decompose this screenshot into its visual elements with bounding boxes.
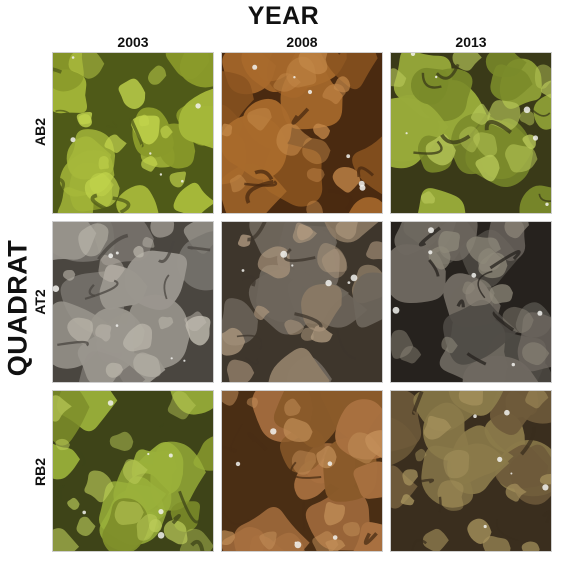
quadrat-photo-at2-2013: [390, 221, 552, 383]
quadrat-photo-rb2-2013: [390, 390, 552, 552]
quadrat-texture: [391, 222, 551, 382]
figure-title-year: YEAR: [247, 2, 320, 30]
quadrat-texture: [391, 391, 551, 551]
quadrat-photo-ab2-2013: [390, 52, 552, 214]
row-axis-title-text: QUADRAT: [2, 239, 33, 377]
column-label-2003: 2003: [117, 34, 149, 50]
quadrat-photo-ab2-2008: [221, 52, 383, 214]
quadrat-texture: [222, 391, 382, 551]
column-label-2013: 2013: [455, 34, 487, 50]
row-label-text: RB2: [32, 457, 48, 487]
quadrat-photo-rb2-2008: [221, 390, 383, 552]
quadrat-texture: [391, 53, 551, 213]
quadrat-texture: [53, 53, 213, 213]
quadrat-photo-at2-2003: [52, 221, 214, 383]
quadrat-photo-at2-2008: [221, 221, 383, 383]
column-label-2008: 2008: [286, 34, 318, 50]
quadrat-photo-ab2-2003: [52, 52, 214, 214]
quadrat-texture: [222, 222, 382, 382]
quadrat-texture: [53, 222, 213, 382]
quadrat-photo-rb2-2003: [52, 390, 214, 552]
quadrat-texture: [222, 53, 382, 213]
row-label-text: AB2: [32, 117, 48, 147]
row-label-text: AT2: [32, 289, 48, 315]
quadrat-texture: [53, 391, 213, 551]
